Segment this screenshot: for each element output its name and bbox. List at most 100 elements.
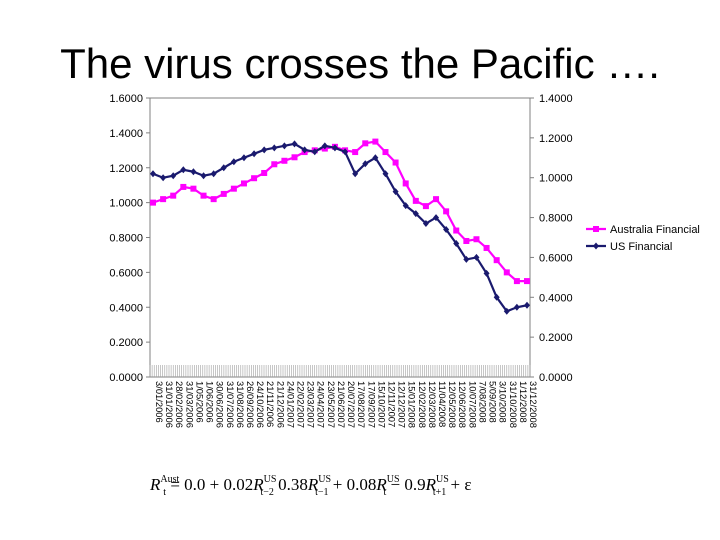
- data-point: [493, 293, 500, 301]
- data-point: [160, 196, 167, 203]
- data-point: [190, 185, 197, 192]
- x-tick-label: 1/05/2006: [194, 381, 205, 423]
- right-tick-label: 0.6000: [539, 252, 573, 264]
- data-point: [412, 210, 419, 218]
- left-tick-label: 0.0000: [109, 372, 143, 384]
- x-tick-label: 24/01/2007: [285, 381, 296, 428]
- data-point: [352, 170, 359, 178]
- series-line-us-financial: [152, 142, 528, 313]
- x-tick-label: 1/12/2008: [518, 381, 529, 423]
- series-group: [150, 138, 530, 315]
- x-tick-label: 12/02/2008: [417, 381, 428, 428]
- data-point: [150, 199, 156, 206]
- x-tick-label: 12/05/2008: [447, 381, 458, 428]
- data-point: [463, 255, 470, 263]
- data-point: [331, 144, 338, 152]
- x-axis: 3/01/2006 31/01/2006 28/02/2006 31/03/2006 1…: [149, 365, 539, 428]
- left-tick-label: 0.4000: [109, 302, 143, 314]
- x-tick-label: 17/09/2007: [366, 381, 377, 428]
- left-y-axis: 0.0000 0.2000 0.4000 0.6000 0.8000 1.0000 1.20…: [109, 93, 150, 384]
- x-tick-label: 31/08/2006: [235, 381, 246, 428]
- data-point: [200, 172, 207, 180]
- data-point: [422, 203, 429, 210]
- x-tick-label: 20/07/2007: [346, 381, 357, 428]
- left-tick-label: 1.4000: [109, 128, 143, 140]
- data-point: [443, 208, 450, 215]
- x-tick-label: 26/09/2006: [245, 381, 256, 428]
- data-point: [251, 150, 258, 158]
- x-tick-label: 28/02/2006: [174, 381, 185, 428]
- data-point: [362, 140, 369, 147]
- x-tick-label: 31/03/2006: [184, 381, 195, 428]
- data-point: [412, 197, 419, 204]
- legend-marker: [593, 226, 599, 232]
- slide-title: The virus crosses the Pacific ….: [60, 40, 660, 87]
- data-point: [382, 149, 389, 156]
- data-point: [271, 144, 278, 152]
- x-tick-label: 21/11/2006: [265, 381, 276, 427]
- data-point: [433, 214, 440, 222]
- right-tick-label: 0.2000: [539, 332, 573, 344]
- data-point: [493, 257, 500, 264]
- left-tick-label: 1.6000: [109, 93, 143, 105]
- x-tick-label: 21/12/2006: [275, 381, 286, 428]
- x-tick-label: 12/06/2008: [457, 381, 468, 428]
- x-tick-label: 15/01/2008: [407, 381, 418, 428]
- legend-label: Australia Financial: [610, 224, 700, 236]
- data-point: [392, 188, 399, 196]
- data-point: [190, 168, 197, 176]
- x-tick-label: 7/08/2008: [477, 381, 488, 423]
- chart: 0.0000 0.2000 0.4000 0.6000 0.8000 1.0000 1.20…: [109, 93, 700, 428]
- data-point: [311, 148, 318, 156]
- x-tick-label: 10/07/2008: [467, 381, 478, 428]
- right-tick-label: 1.0000: [539, 173, 573, 185]
- data-point: [483, 269, 490, 277]
- data-point: [513, 278, 520, 285]
- x-tick-label: 3/10/2008: [498, 381, 509, 423]
- data-point: [342, 148, 349, 156]
- right-tick-label: 1.2000: [539, 133, 573, 145]
- x-tick-label: 24/10/2006: [255, 381, 266, 428]
- data-point: [402, 202, 409, 210]
- data-point: [503, 269, 510, 276]
- x-tick-label: 5/09/2008: [488, 381, 499, 423]
- x-tick-label: 31/10/2008: [508, 381, 519, 428]
- data-point: [433, 196, 440, 203]
- data-point: [422, 220, 429, 228]
- data-point: [240, 154, 247, 162]
- data-point: [402, 180, 409, 187]
- data-point: [463, 237, 470, 244]
- data-point: [372, 154, 379, 162]
- data-point: [271, 161, 278, 168]
- regression-formula: RAustt = 0.0 + 0.02RUSt−2 0.38RUSt−1 + 0…: [150, 474, 472, 498]
- x-tick-label: 31/01/2006: [164, 381, 175, 428]
- data-point: [160, 174, 167, 182]
- data-point: [503, 307, 510, 315]
- left-tick-label: 0.8000: [109, 233, 143, 245]
- right-y-axis: 0.0000 0.2000 0.4000 0.6000 0.8000 1.0000 1.20…: [530, 93, 573, 384]
- data-point: [453, 239, 460, 247]
- x-tick-label: 31/07/2006: [225, 381, 236, 428]
- data-point: [170, 192, 177, 199]
- data-point: [524, 301, 530, 309]
- right-tick-label: 0.4000: [539, 292, 573, 304]
- x-tick-label: 31/12/2008: [528, 381, 539, 428]
- left-tick-label: 0.2000: [109, 337, 143, 349]
- data-point: [473, 253, 480, 261]
- x-tick-label: 23/05/2007: [326, 381, 337, 428]
- data-point: [281, 157, 288, 164]
- data-point: [150, 170, 156, 178]
- right-tick-label: 0.0000: [539, 372, 573, 384]
- x-tick-label: 23/03/2007: [306, 381, 317, 428]
- legend-marker: [593, 242, 599, 250]
- x-tick-label: 12/11/2007: [386, 381, 397, 427]
- data-point: [453, 227, 460, 234]
- data-point: [240, 180, 247, 187]
- data-point: [261, 146, 268, 154]
- data-point: [321, 142, 328, 150]
- right-tick-label: 0.8000: [539, 213, 573, 225]
- x-tick-label: 24/04/2007: [316, 381, 327, 428]
- data-point: [392, 159, 399, 166]
- data-point: [180, 183, 187, 190]
- data-point: [382, 170, 389, 178]
